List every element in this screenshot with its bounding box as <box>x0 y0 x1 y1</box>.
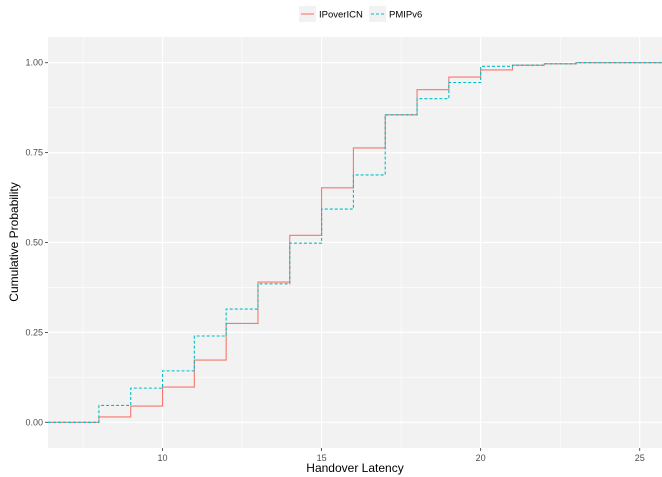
legend-label-ipovericn: IPoverICN <box>319 10 363 21</box>
series-lines <box>48 62 662 423</box>
legend-label-pmipv6: PMIPv6 <box>389 10 422 21</box>
x-tick-label: 10 <box>158 453 168 463</box>
x-axis-ticks: 10 15 20 25 <box>158 448 645 463</box>
series-line-ipovericn <box>48 62 662 423</box>
y-tick-label: 1.00 <box>25 58 43 68</box>
y-axis-title: Cumulative Probability <box>7 182 21 301</box>
y-tick-label: 0.00 <box>25 417 43 427</box>
x-axis-title: Handover Latency <box>306 461 403 475</box>
y-tick-label: 0.50 <box>25 238 43 248</box>
x-tick-label: 15 <box>317 453 327 463</box>
y-tick-label: 0.75 <box>25 148 43 158</box>
x-tick-label: 20 <box>476 453 486 463</box>
x-tick-label: 25 <box>635 453 645 463</box>
legend: IPoverICN PMIPv6 <box>299 6 422 22</box>
y-axis-ticks: 0.00 0.25 0.50 0.75 1.00 <box>25 58 48 427</box>
major-gridlines <box>48 37 662 448</box>
y-tick-label: 0.25 <box>25 327 43 337</box>
series-line-pmipv6 <box>48 62 662 423</box>
